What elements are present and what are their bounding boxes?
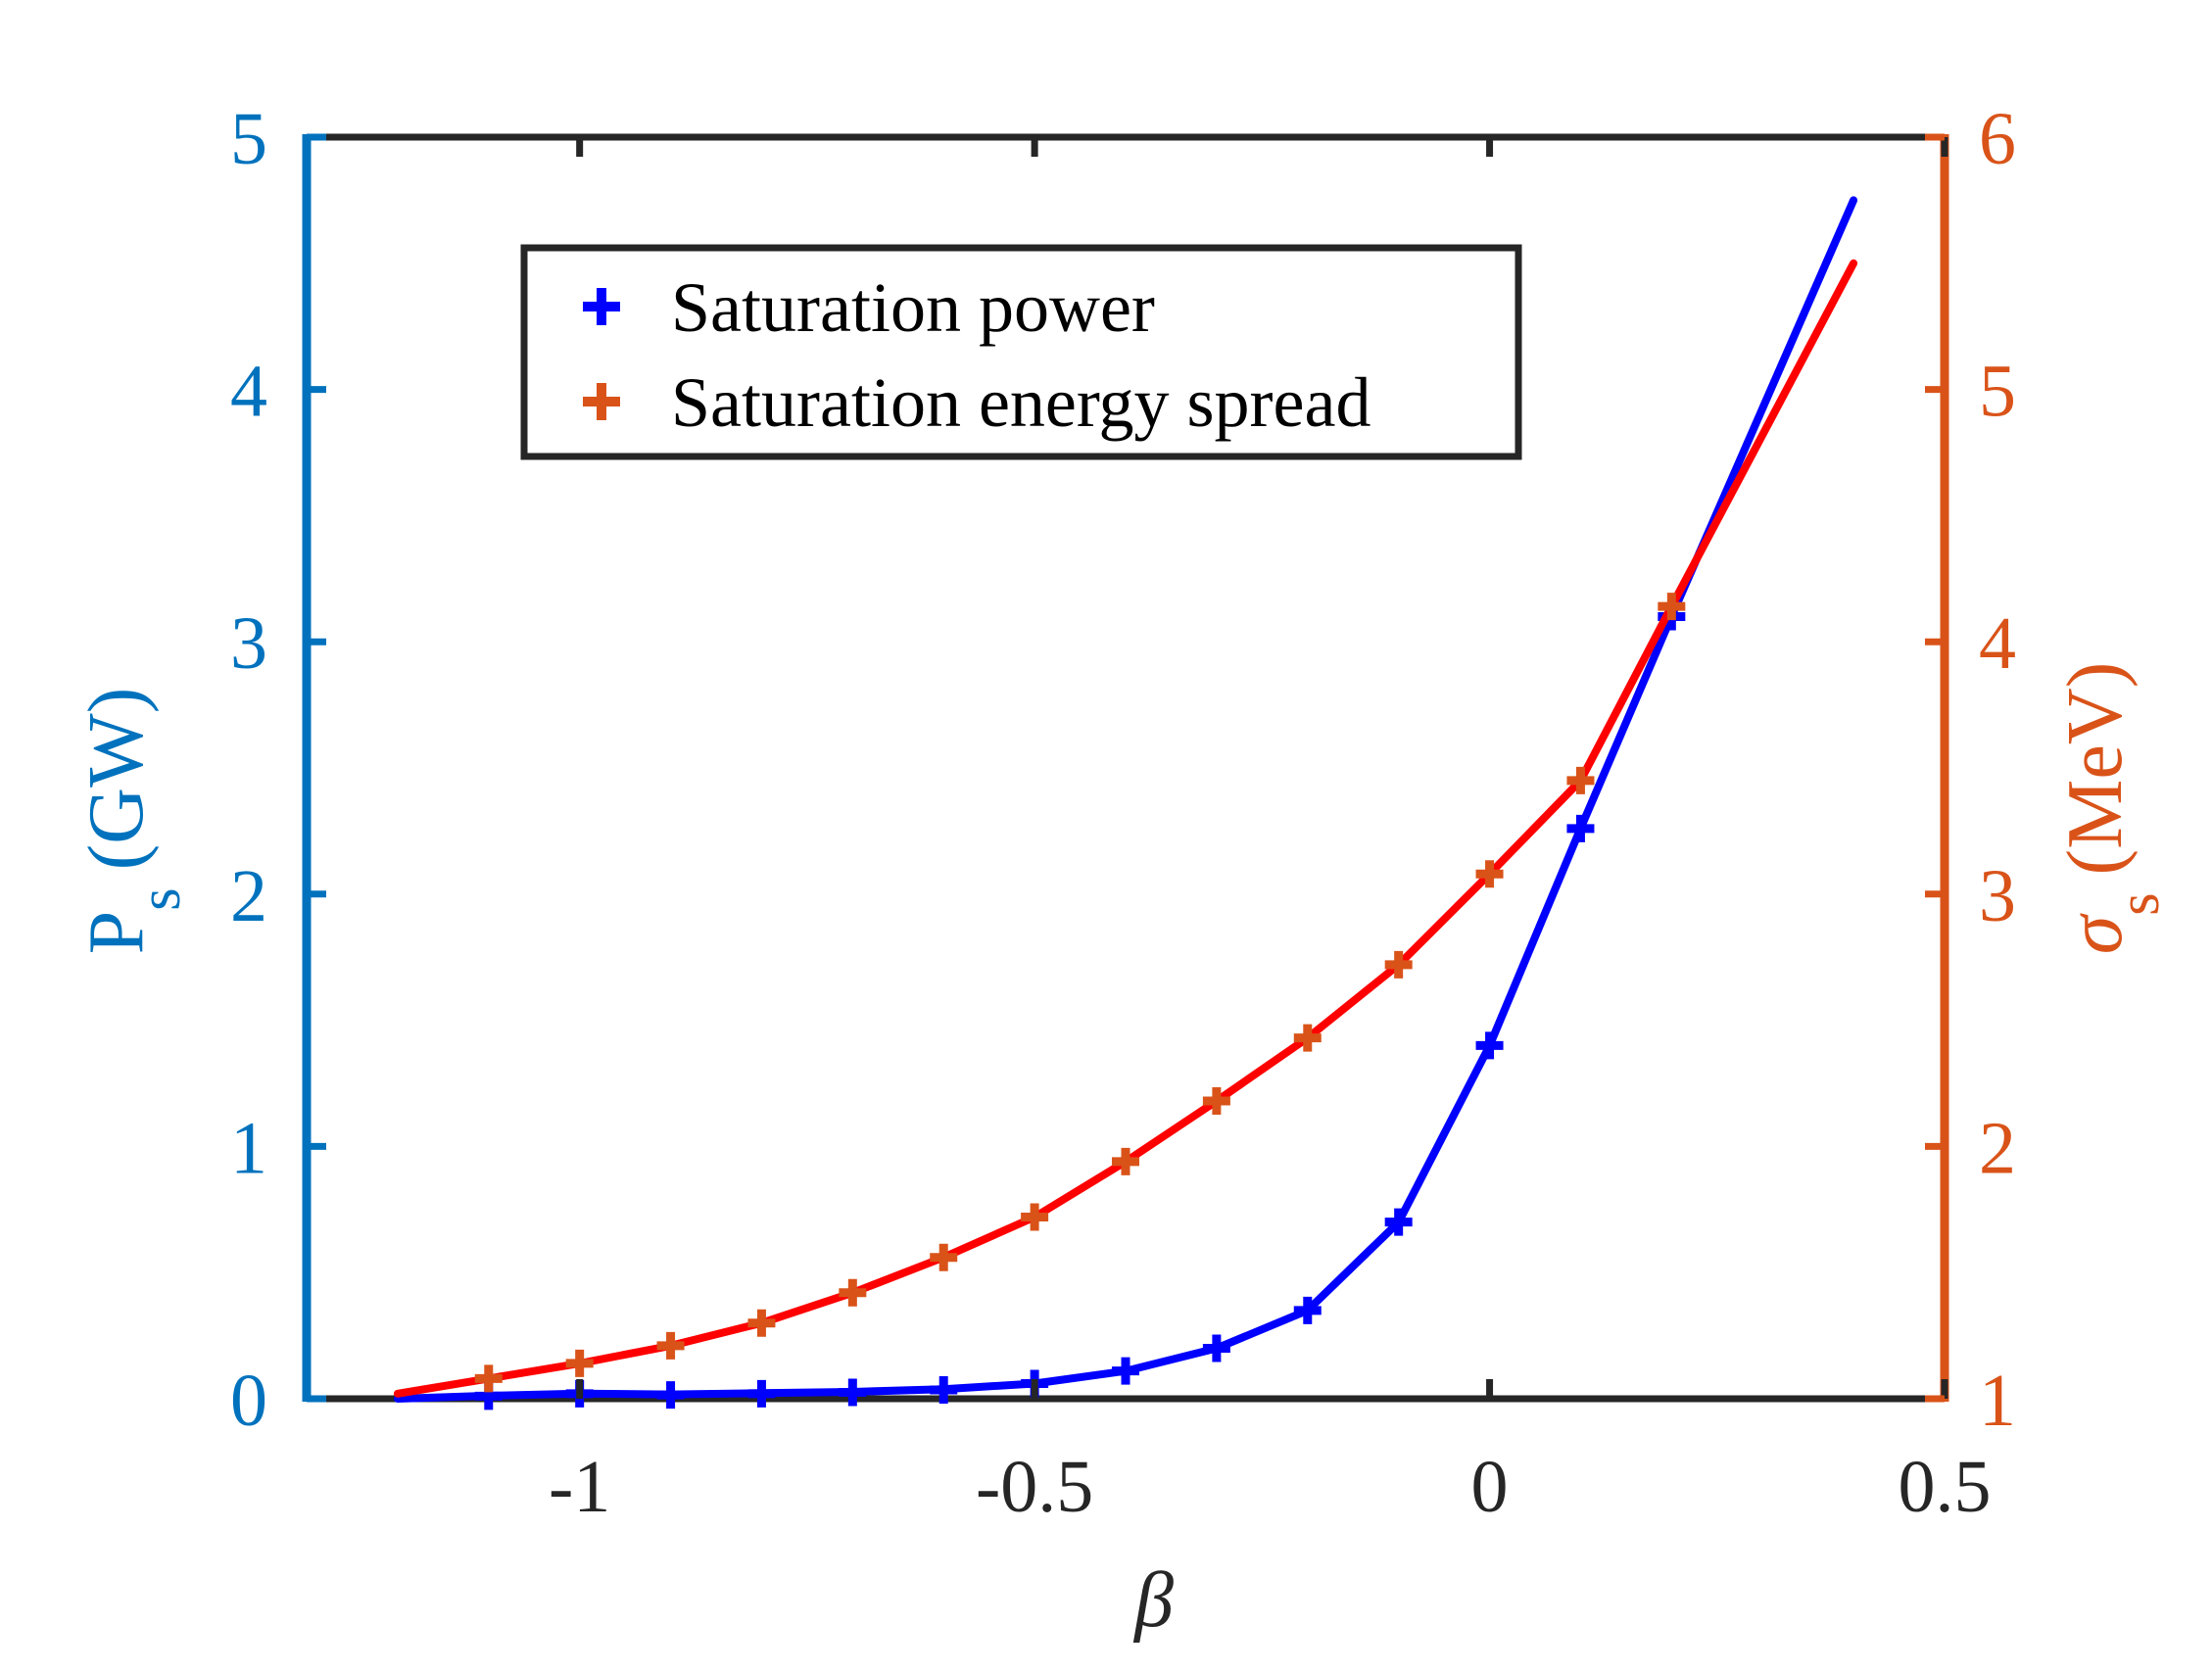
data-point-saturation-power [1566, 814, 1595, 842]
legend-label-saturation-power: Saturation power [671, 268, 1155, 347]
y-left-tick-label: 1 [230, 1107, 267, 1189]
y-left-tick-label: 0 [230, 1360, 267, 1442]
data-point-saturation-power [1293, 1296, 1322, 1324]
data-point-saturation-power [1384, 1208, 1413, 1236]
y-right-tick-label: 3 [1979, 855, 2016, 937]
x-tick-label: 0 [1471, 1446, 1509, 1528]
legend-box [520, 244, 1522, 460]
y-left-label-sub: s [127, 887, 192, 910]
legend-marker-saturation-power [583, 288, 620, 325]
y-right-tick-label: 2 [1979, 1107, 2016, 1189]
y-left-label-unit: (GW) [73, 688, 160, 871]
series-layer [393, 196, 1858, 1410]
x-tick-label: -1 [549, 1446, 610, 1528]
y-left-axis-title: Ps (GW) [73, 688, 192, 954]
series-line-saturation-power [393, 196, 1858, 1403]
data-point-saturation-energy-spread [930, 1243, 958, 1271]
x-axis-title: β [1132, 1557, 1174, 1644]
data-point-saturation-energy-spread [1202, 1087, 1230, 1116]
data-point-saturation-energy-spread [1021, 1203, 1049, 1231]
y-left-tick-label: 4 [230, 351, 267, 433]
legend-marker-saturation-energy-spread [583, 383, 620, 420]
data-point-saturation-power [930, 1375, 958, 1404]
x-axis-ticks: -1 -0.5 0 0.5 [549, 137, 1992, 1528]
data-point-saturation-power [1112, 1357, 1139, 1385]
data-point-saturation-energy-spread [1475, 860, 1504, 888]
data-point-saturation-power [1202, 1334, 1230, 1362]
data-point-saturation-energy-spread [474, 1364, 503, 1393]
x-tick-label: 0.5 [1899, 1446, 1992, 1528]
legend: Saturation power Saturation energy sprea… [520, 244, 1522, 460]
y-right-tick-label: 4 [1979, 602, 2016, 685]
y-left-axis-ticks: 0 1 2 3 4 5 [230, 98, 326, 1442]
data-point-saturation-energy-spread [565, 1349, 594, 1377]
data-point-saturation-energy-spread [747, 1309, 776, 1337]
y-right-label-unit: (MeV) [2052, 662, 2139, 876]
data-point-saturation-energy-spread [1293, 1024, 1322, 1052]
y-left-tick-label: 3 [230, 602, 267, 685]
data-point-saturation-energy-spread [839, 1278, 867, 1307]
y-right-label-main: σ [2052, 913, 2139, 954]
y-left-tick-label: 2 [230, 855, 267, 937]
data-point-saturation-energy-spread [1112, 1147, 1139, 1175]
y-left-label-main: P [73, 911, 160, 955]
y-right-tick-label: 5 [1979, 351, 2016, 433]
y-right-axis-ticks: 1 2 3 4 5 6 [1925, 98, 2016, 1442]
data-point-saturation-power [839, 1378, 867, 1407]
data-point-saturation-energy-spread [1658, 593, 1686, 621]
legend-label-saturation-energy-spread: Saturation energy spread [671, 363, 1370, 442]
y-right-tick-label: 6 [1979, 98, 2016, 180]
y-left-tick-label: 5 [230, 98, 267, 180]
data-point-saturation-energy-spread [1384, 950, 1413, 979]
series-line-saturation-energy-spread [393, 259, 1858, 1398]
y-right-label-sub: s [2106, 892, 2171, 915]
y-right-axis-title: σs (MeV) [2052, 662, 2171, 955]
data-point-saturation-power [656, 1381, 685, 1410]
data-point-saturation-energy-spread [1566, 766, 1595, 794]
y-right-tick-label: 1 [1979, 1360, 2016, 1442]
data-point-saturation-power [747, 1379, 776, 1408]
x-tick-label: -0.5 [976, 1446, 1093, 1528]
data-point-saturation-energy-spread [656, 1331, 685, 1360]
data-point-saturation-power [1475, 1031, 1504, 1060]
